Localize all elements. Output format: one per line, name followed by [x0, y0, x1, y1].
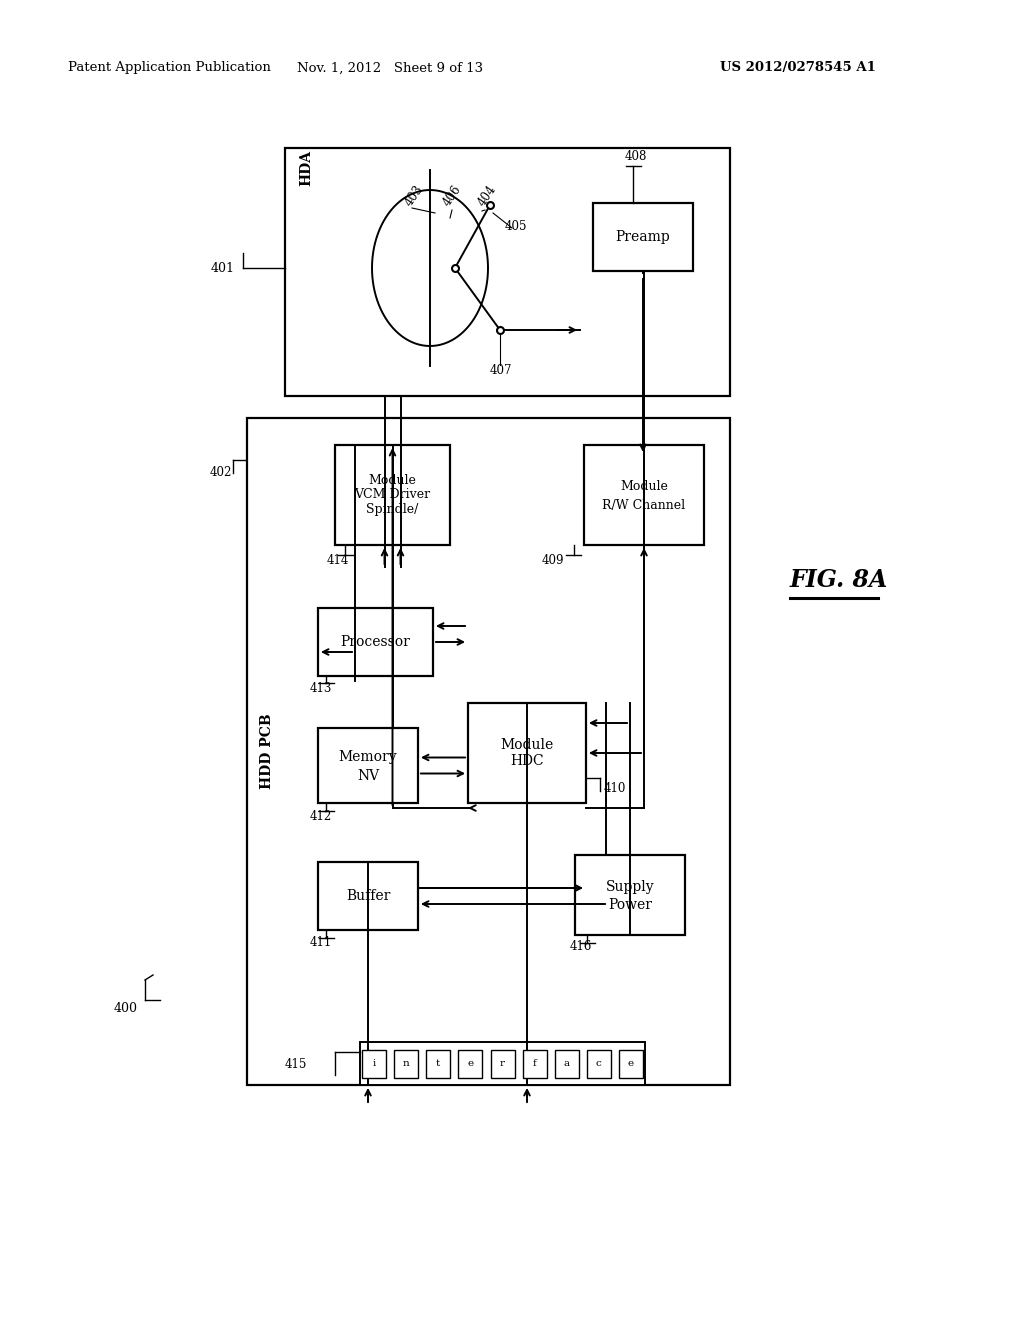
Text: 405: 405 — [505, 219, 527, 232]
Text: Memory: Memory — [339, 751, 397, 764]
Text: 413: 413 — [310, 681, 333, 694]
Bar — [360, 1041, 645, 1085]
Bar — [584, 445, 705, 545]
Text: 404: 404 — [475, 183, 499, 209]
Text: Module: Module — [501, 738, 554, 752]
Bar — [318, 862, 418, 931]
Text: n: n — [402, 1059, 410, 1068]
Text: 400: 400 — [114, 1002, 138, 1015]
Bar — [522, 1049, 547, 1077]
Text: Preamp: Preamp — [615, 230, 671, 244]
Text: HDA: HDA — [299, 150, 313, 186]
Bar — [459, 1049, 482, 1077]
Text: 414: 414 — [327, 553, 349, 566]
Text: HDD PCB: HDD PCB — [260, 714, 274, 789]
Text: 408: 408 — [625, 149, 647, 162]
Text: Buffer: Buffer — [346, 888, 390, 903]
Text: VCM Driver: VCM Driver — [354, 488, 430, 502]
Bar — [247, 418, 730, 1085]
Text: 415: 415 — [285, 1057, 307, 1071]
Text: Module: Module — [621, 480, 668, 494]
Text: e: e — [628, 1059, 634, 1068]
Text: i: i — [373, 1059, 376, 1068]
Text: 410: 410 — [604, 781, 627, 795]
Bar — [555, 1049, 579, 1077]
Text: Spindle/: Spindle/ — [367, 503, 419, 516]
Text: FIG. 8A: FIG. 8A — [790, 568, 889, 591]
Text: 406: 406 — [440, 183, 464, 209]
Text: 412: 412 — [310, 809, 332, 822]
Bar — [587, 1049, 611, 1077]
Bar — [335, 445, 450, 545]
Text: r: r — [500, 1059, 505, 1068]
Bar — [285, 148, 730, 396]
Bar — [575, 855, 685, 935]
Text: Nov. 1, 2012   Sheet 9 of 13: Nov. 1, 2012 Sheet 9 of 13 — [297, 62, 483, 74]
Text: Module: Module — [369, 474, 417, 487]
Text: 411: 411 — [310, 936, 332, 949]
Text: f: f — [532, 1059, 537, 1068]
Bar — [618, 1049, 643, 1077]
Text: 403: 403 — [402, 183, 426, 209]
Text: Processor: Processor — [341, 635, 411, 649]
Text: Supply: Supply — [605, 880, 654, 894]
Text: 407: 407 — [490, 363, 512, 376]
Bar — [362, 1049, 386, 1077]
Bar — [490, 1049, 514, 1077]
Text: Patent Application Publication: Patent Application Publication — [68, 62, 271, 74]
Text: 402: 402 — [210, 466, 232, 479]
Bar — [468, 704, 586, 803]
Text: 409: 409 — [542, 553, 564, 566]
Bar — [318, 609, 433, 676]
Text: R/W Channel: R/W Channel — [602, 499, 685, 511]
Text: e: e — [467, 1059, 473, 1068]
Bar — [394, 1049, 418, 1077]
Text: HDC: HDC — [510, 754, 544, 768]
Text: c: c — [596, 1059, 602, 1068]
Text: a: a — [563, 1059, 569, 1068]
Text: Power: Power — [608, 898, 652, 912]
Text: 401: 401 — [211, 261, 234, 275]
Text: US 2012/0278545 A1: US 2012/0278545 A1 — [720, 62, 876, 74]
Text: 416: 416 — [570, 940, 592, 953]
Text: NV: NV — [357, 768, 379, 783]
Text: t: t — [436, 1059, 440, 1068]
Bar — [426, 1049, 451, 1077]
Bar — [593, 203, 693, 271]
Bar — [318, 729, 418, 803]
